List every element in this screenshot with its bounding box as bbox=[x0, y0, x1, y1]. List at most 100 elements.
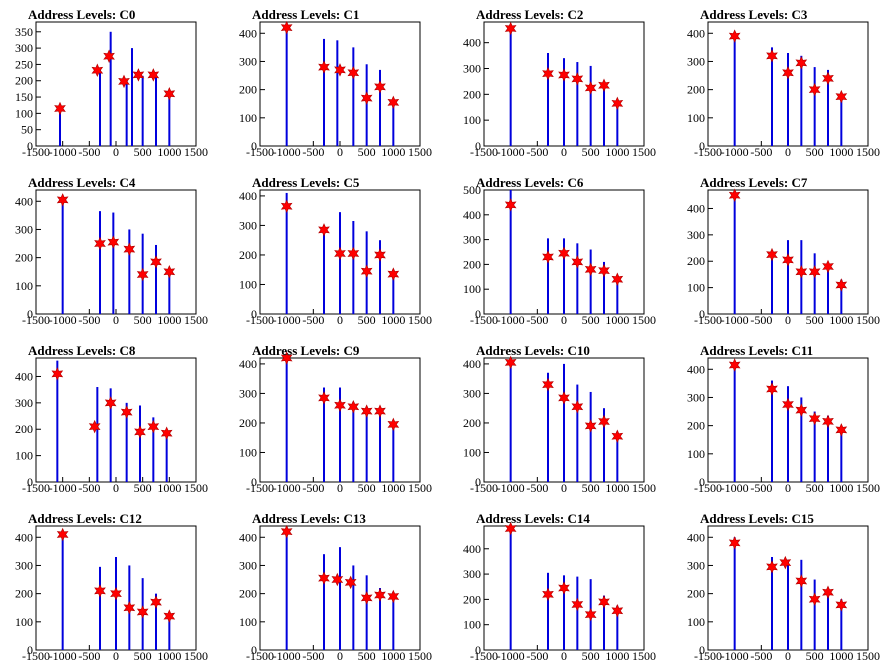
x-tick-label: 1500 bbox=[184, 145, 208, 159]
x-tick-label: 1500 bbox=[408, 649, 432, 663]
bar bbox=[787, 53, 789, 146]
x-tick-label: -1500 bbox=[22, 313, 50, 327]
peak-marker bbox=[584, 607, 597, 622]
peak-marker bbox=[808, 411, 821, 426]
x-tick-label: 500 bbox=[134, 649, 152, 663]
peak-marker bbox=[163, 264, 176, 279]
peak-marker bbox=[822, 414, 834, 429]
peak-marker bbox=[331, 572, 344, 587]
x-tick-label: 500 bbox=[358, 313, 376, 327]
x-tick-label: 1500 bbox=[408, 481, 432, 495]
y-tick-label: 300 bbox=[687, 558, 705, 572]
x-tick-label: 1500 bbox=[856, 649, 880, 663]
bar bbox=[152, 417, 155, 482]
bar bbox=[392, 100, 395, 146]
bar bbox=[139, 405, 141, 482]
peak-marker bbox=[766, 247, 778, 262]
y-tick-label: 300 bbox=[687, 228, 705, 242]
x-tick-label: 1000 bbox=[829, 313, 853, 327]
peak-marker bbox=[795, 265, 808, 279]
chart-svg: 0 100 200 300 400 -1500-1000 -500 0 500 1000 1500 bbox=[687, 357, 880, 495]
x-tick-label: 1000 bbox=[829, 649, 853, 663]
bar bbox=[603, 408, 605, 482]
peak-marker bbox=[334, 63, 346, 77]
peak-marker bbox=[374, 80, 386, 94]
bar bbox=[339, 547, 341, 650]
y-tick-label: 100 bbox=[463, 282, 481, 296]
y-tick-label: 100 bbox=[15, 615, 33, 629]
peak-marker bbox=[107, 235, 120, 249]
bar bbox=[112, 212, 115, 314]
bar bbox=[392, 269, 395, 314]
peak-marker bbox=[360, 404, 373, 418]
bar bbox=[589, 391, 592, 482]
x-tick-label: 0 bbox=[113, 313, 119, 327]
bar bbox=[827, 588, 829, 650]
x-tick-label: -1500 bbox=[246, 481, 274, 495]
peak-marker bbox=[94, 236, 106, 251]
peak-marker bbox=[147, 419, 160, 434]
peak-marker bbox=[360, 264, 373, 278]
x-tick-label: 1000 bbox=[157, 481, 181, 495]
y-tick-label: 400 bbox=[463, 208, 481, 222]
peak-marker bbox=[835, 89, 848, 104]
x-tick-label: -1000 bbox=[49, 481, 77, 495]
bar bbox=[128, 229, 131, 314]
y-tick-label: 0 bbox=[27, 307, 33, 321]
panel-title: Address Levels: C15 bbox=[700, 511, 814, 526]
peak-marker bbox=[334, 246, 346, 261]
bar bbox=[547, 372, 549, 482]
y-tick-label: 0 bbox=[475, 643, 481, 657]
bar bbox=[616, 431, 619, 482]
bar bbox=[365, 64, 368, 146]
bar bbox=[509, 27, 512, 147]
y-tick-label: 200 bbox=[463, 416, 481, 430]
bar bbox=[827, 415, 829, 482]
x-tick-label: 1000 bbox=[605, 649, 629, 663]
bar bbox=[771, 250, 773, 314]
x-tick-label: 500 bbox=[358, 649, 376, 663]
bar bbox=[787, 386, 789, 482]
x-tick-label: -1500 bbox=[246, 145, 274, 159]
peak-marker bbox=[542, 66, 554, 81]
bar bbox=[285, 192, 288, 314]
y-tick-label: 200 bbox=[463, 592, 481, 606]
bar bbox=[563, 238, 565, 314]
y-tick-label: 0 bbox=[699, 139, 705, 153]
y-tick-label: 300 bbox=[15, 396, 33, 410]
y-tick-label: 0 bbox=[251, 139, 257, 153]
x-tick-label: 500 bbox=[582, 649, 600, 663]
peak-marker bbox=[91, 63, 104, 78]
peak-marker bbox=[387, 267, 400, 281]
peak-marker bbox=[318, 60, 330, 74]
x-tick-label: 0 bbox=[561, 145, 567, 159]
bar bbox=[813, 579, 816, 650]
x-tick-label: -1500 bbox=[470, 481, 498, 495]
peak-marker bbox=[504, 21, 517, 36]
y-tick-label: 500 bbox=[463, 183, 481, 197]
x-tick-label: 0 bbox=[337, 313, 343, 327]
bar bbox=[323, 225, 325, 314]
x-tick-label: -1500 bbox=[22, 649, 50, 663]
x-tick-label: 1500 bbox=[632, 481, 656, 495]
bar bbox=[840, 427, 843, 482]
bar bbox=[168, 268, 171, 314]
peak-marker bbox=[558, 246, 570, 260]
x-tick-label: -1500 bbox=[246, 313, 274, 327]
x-tick-label: -500 bbox=[78, 145, 100, 159]
peak-marker bbox=[56, 527, 69, 542]
x-tick-label: 1000 bbox=[157, 313, 181, 327]
x-tick-label: -1500 bbox=[22, 145, 50, 159]
chart-svg: 0 50 100 150 200 250 300 350 -1500-1000 -500 0 500 1… bbox=[15, 21, 208, 159]
chart-panel: 0 100 200 300 400 -1500 -1000 -500 0 500 1000 1500 A… bbox=[0, 336, 224, 504]
bar bbox=[168, 611, 171, 650]
chart-svg: 0 100 200 300 400 -1500-1000 -500 0 500 1000 1500 bbox=[15, 357, 208, 495]
chart-svg: 0 100 200 300 400 -1500-1000 -500 0 500 1000 1500 bbox=[239, 20, 432, 159]
chart-svg: 0 100 200 300 400 -1500-1000 -500 0 500 1000 1500 bbox=[687, 21, 880, 159]
bar bbox=[576, 243, 579, 314]
plot-frame bbox=[35, 189, 197, 315]
x-tick-label: 0 bbox=[785, 481, 791, 495]
x-tick-label: 500 bbox=[582, 145, 600, 159]
x-tick-label: 500 bbox=[582, 481, 600, 495]
bar bbox=[563, 58, 565, 146]
